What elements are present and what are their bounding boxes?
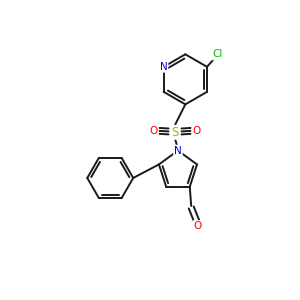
Text: O: O [194,221,202,231]
Text: Cl: Cl [212,50,223,59]
Text: N: N [160,62,167,72]
Text: N: N [174,146,182,156]
Text: O: O [150,126,158,136]
Text: S: S [171,126,179,139]
Text: O: O [192,126,200,136]
